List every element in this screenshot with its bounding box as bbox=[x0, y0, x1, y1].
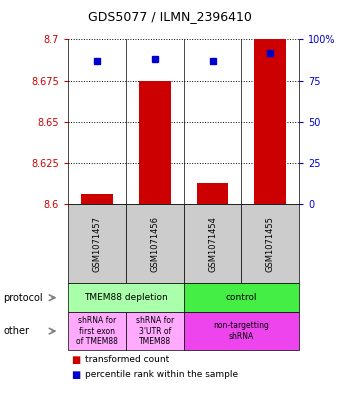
Bar bbox=[139, 81, 171, 204]
Text: GSM1071454: GSM1071454 bbox=[208, 216, 217, 272]
Text: ■: ■ bbox=[71, 354, 81, 365]
Text: percentile rank within the sample: percentile rank within the sample bbox=[85, 370, 238, 379]
Bar bbox=[81, 195, 113, 204]
Text: GDS5077 / ILMN_2396410: GDS5077 / ILMN_2396410 bbox=[88, 10, 252, 23]
Text: non-targetting
shRNA: non-targetting shRNA bbox=[214, 321, 269, 341]
Text: ■: ■ bbox=[71, 369, 81, 380]
Bar bbox=[197, 183, 228, 204]
Text: protocol: protocol bbox=[3, 293, 43, 303]
Text: GSM1071455: GSM1071455 bbox=[266, 216, 275, 272]
Text: shRNA for
first exon
of TMEM88: shRNA for first exon of TMEM88 bbox=[76, 316, 118, 346]
Text: GSM1071456: GSM1071456 bbox=[150, 216, 159, 272]
Text: control: control bbox=[226, 293, 257, 302]
Text: other: other bbox=[3, 326, 29, 336]
Text: TMEM88 depletion: TMEM88 depletion bbox=[84, 293, 168, 302]
Text: shRNA for
3'UTR of
TMEM88: shRNA for 3'UTR of TMEM88 bbox=[136, 316, 174, 346]
Text: GSM1071457: GSM1071457 bbox=[92, 216, 101, 272]
Bar bbox=[254, 39, 286, 204]
Text: transformed count: transformed count bbox=[85, 355, 169, 364]
